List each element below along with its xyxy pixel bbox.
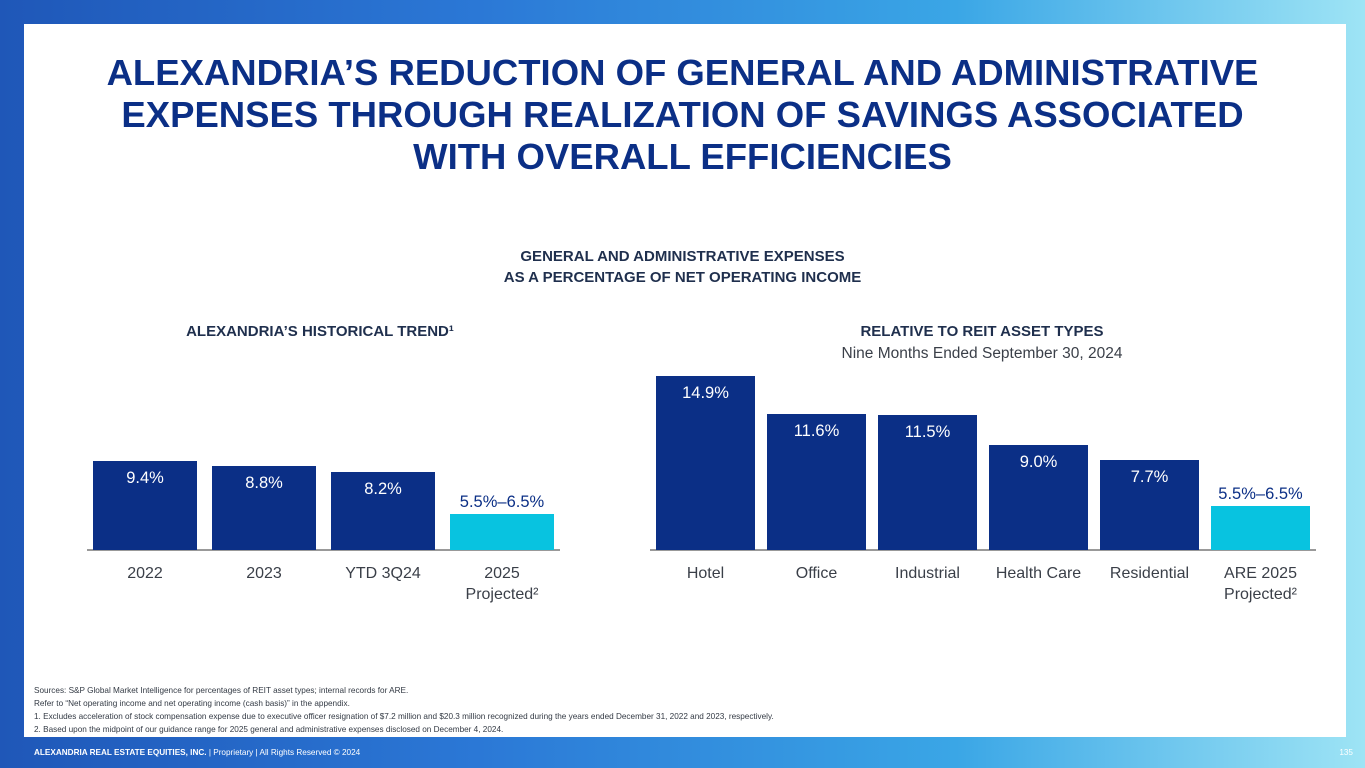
subtitle-line-1: GENERAL AND ADMINISTRATIVE EXPENSES [520,248,845,265]
footer-text: ALEXANDRIA REAL ESTATE EQUITIES, INC. | … [34,748,360,757]
chart1-value-label-4: 7.7% [1131,468,1169,486]
chart1-category-label-0: Hotel [687,565,724,582]
footnote-sources: Sources: S&P Global Market Intelligence … [34,686,409,695]
page-number: 135 [1339,748,1353,757]
chart0-value-label-3: 5.5%–6.5% [460,493,545,511]
chart0-bar-2 [331,472,435,550]
reit-asset-types-title: RELATIVE TO REIT ASSET TYPES [860,323,1104,340]
chart0-category-label-0: 2022 [127,565,163,582]
chart1-category-label-2: Industrial [895,565,960,582]
subtitle-line-2: AS A PERCENTAGE OF NET OPERATING INCOME [503,269,862,286]
chart0-category-label-3: 2025 [484,565,520,582]
chart1-value-label-0: 14.9% [682,384,729,402]
chart1-value-label-5: 5.5%–6.5% [1218,485,1303,503]
chart0-value-label-0: 9.4% [126,469,164,487]
chart1-bar-4 [1100,460,1199,550]
chart1-category-label-4: Residential [1110,565,1189,582]
chart0-bar-1 [212,466,316,550]
title-line-2: EXPENSES THROUGH REALIZATION OF SAVINGS … [121,94,1244,135]
chart1-category-label-3: Health Care [996,565,1081,582]
slide-title: ALEXANDRIA’S REDUCTION OF GENERAL AND AD… [40,52,1325,178]
chart1-value-label-1: 11.6% [794,422,840,440]
chart1-value-label-3: 9.0% [1020,453,1058,471]
chart1-bar-2 [878,415,977,550]
chart1-category-label-1: Office [796,565,838,582]
chart1-bar-1 [767,414,866,550]
chart1-bar-5 [1211,506,1310,550]
chart-subtitle: GENERAL AND ADMINISTRATIVE EXPENSES AS A… [40,246,1325,288]
footer-rights: | Proprietary | All Rights Reserved © 20… [206,748,361,757]
footnotes: Sources: S&P Global Market Intelligence … [34,684,1034,736]
chart1-category-label-5-line2: Projected² [1224,586,1298,603]
title-line-1: ALEXANDRIA’S REDUCTION OF GENERAL AND AD… [106,52,1259,93]
chart0-category-label-3-line2: Projected² [466,586,540,603]
historical-trend-title: ALEXANDRIA’S HISTORICAL TREND¹ [186,323,454,340]
chart0-category-label-1: 2023 [246,565,282,582]
chart0-category-label-2: YTD 3Q24 [345,565,421,582]
reit-asset-types-subtitle: Nine Months Ended September 30, 2024 [841,345,1123,362]
chart0-bar-3 [450,514,554,550]
chart1-value-label-2: 11.5% [905,423,951,441]
footnote-1: 1. Excludes acceleration of stock compen… [34,712,774,721]
chart1-category-label-5: ARE 2025 [1224,565,1297,582]
chart0-value-label-1: 8.8% [245,474,283,492]
chart0-value-label-2: 8.2% [364,480,402,498]
chart0-bar-0 [93,461,197,550]
footnote-2: 2. Based upon the midpoint of our guidan… [34,725,504,734]
chart1-bar-0 [656,376,755,550]
footer-company: ALEXANDRIA REAL ESTATE EQUITIES, INC. [34,748,207,757]
title-line-3: WITH OVERALL EFFICIENCIES [413,136,952,177]
chart1-bar-3 [989,445,1088,550]
footnote-refer: Refer to “Net operating income and net o… [34,699,350,708]
